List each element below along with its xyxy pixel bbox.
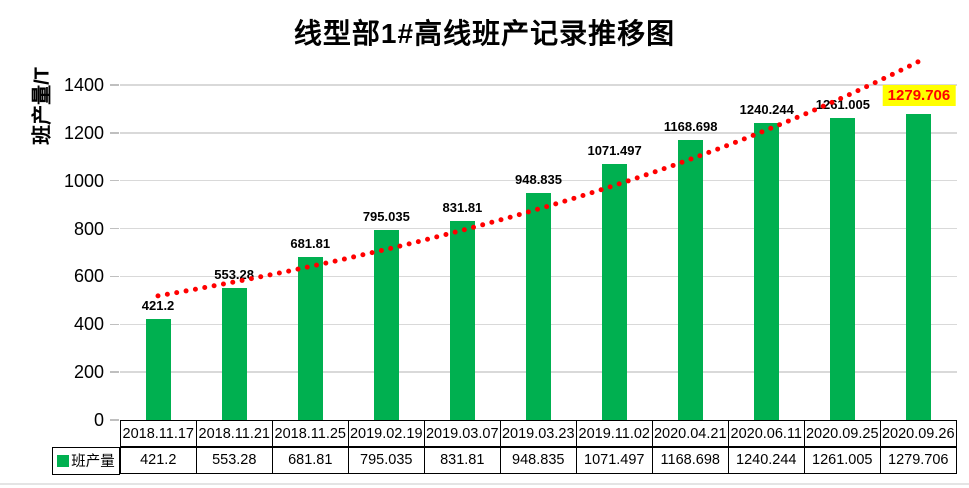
bar-value-label: 1279.706 bbox=[882, 84, 956, 106]
bar bbox=[449, 220, 475, 420]
table-value-cell: 681.81 bbox=[273, 447, 348, 473]
table-date-cell: 2018.11.17 bbox=[121, 421, 196, 446]
bar-value-label: 681.81 bbox=[290, 235, 331, 251]
y-tick-label: 600 bbox=[73, 266, 104, 287]
y-tick-mark bbox=[110, 179, 119, 182]
bar-value-label: 1071.497 bbox=[587, 142, 642, 158]
bar-value-label: 948.835 bbox=[515, 171, 562, 187]
y-tick-label: 1400 bbox=[63, 74, 104, 95]
bar-value-label: 421.2 bbox=[141, 298, 175, 314]
table-value-cell: 1279.706 bbox=[881, 447, 956, 473]
table-date-cell: 2019.02.19 bbox=[349, 421, 424, 446]
bar-value-label: 831.81 bbox=[442, 199, 483, 215]
gridline bbox=[120, 179, 957, 182]
table-value-cell: 1261.005 bbox=[805, 447, 880, 473]
y-tick-mark bbox=[110, 227, 119, 230]
legend-swatch-icon bbox=[57, 454, 70, 467]
y-tick-mark bbox=[110, 275, 119, 278]
table-value-cell: 1071.497 bbox=[577, 447, 652, 473]
bar bbox=[297, 256, 323, 420]
table-date-cell: 2020.04.21 bbox=[653, 421, 728, 446]
y-tick-label: 1200 bbox=[63, 122, 104, 143]
table-value-cell: 1240.244 bbox=[729, 447, 804, 473]
bar bbox=[906, 113, 932, 420]
chart-title: 线型部1#高线班产记录推移图 bbox=[293, 18, 676, 49]
table-date-cell: 2020.09.26 bbox=[881, 421, 956, 446]
y-tick-mark bbox=[110, 84, 119, 86]
y-tick-label: 0 bbox=[93, 410, 104, 430]
table-date-cell: 2019.03.07 bbox=[425, 421, 500, 446]
trendline bbox=[155, 58, 922, 299]
table-value-cell: 421.2 bbox=[121, 447, 196, 473]
table-value-cell: 948.835 bbox=[501, 447, 576, 473]
bar bbox=[526, 192, 551, 420]
y-tick-mark bbox=[110, 371, 119, 373]
bar-value-label: 1240.244 bbox=[739, 102, 794, 118]
window-edge-line bbox=[0, 483, 969, 485]
bar bbox=[830, 118, 856, 420]
gridline bbox=[120, 132, 957, 134]
bar bbox=[373, 229, 399, 420]
table-value-cell: 795.035 bbox=[349, 447, 424, 473]
y-tick-label: 800 bbox=[73, 218, 104, 239]
table-date-cell: 2018.11.21 bbox=[197, 421, 272, 446]
y-tick-mark bbox=[110, 419, 119, 421]
table-value-cell: 1168.698 bbox=[653, 447, 728, 473]
gridline bbox=[120, 84, 957, 86]
table-date-cell: 2019.03.23 bbox=[501, 421, 576, 446]
bar-value-label: 1168.698 bbox=[663, 119, 718, 135]
legend-label: 班产量 bbox=[71, 454, 115, 470]
bar-value-label: 553.28 bbox=[214, 266, 255, 282]
y-tick-mark bbox=[110, 132, 119, 134]
table-date-cell: 2020.06.11 bbox=[729, 421, 804, 446]
table-date-cell: 2020.09.25 bbox=[805, 421, 880, 446]
y-tick-mark bbox=[110, 323, 119, 326]
data-table: 2018.11.17 2018.11.21 2018.11.25 2019.02.19… bbox=[120, 420, 957, 474]
table-date-cell: 2019.11.02 bbox=[577, 421, 652, 446]
bar-value-label: 1261.005 bbox=[815, 97, 870, 113]
bar bbox=[602, 163, 628, 420]
table-value-cell: 553.28 bbox=[197, 447, 272, 473]
bar bbox=[145, 319, 171, 420]
table-date-cell: 2018.11.25 bbox=[273, 421, 348, 446]
y-tick-label: 1000 bbox=[63, 170, 104, 191]
y-tick-label: 200 bbox=[73, 362, 104, 383]
bar bbox=[754, 123, 780, 420]
plot-area: 421.2 553.28 681.81 795.035 831.81 948.835 107… bbox=[120, 58, 957, 420]
table-value-cell: 831.81 bbox=[425, 447, 500, 473]
legend-cell: 班产量 bbox=[52, 446, 120, 475]
trendline-path bbox=[155, 58, 922, 299]
y-tick-label: 400 bbox=[73, 314, 104, 335]
bar bbox=[221, 287, 247, 420]
bar-value-label: 795.035 bbox=[362, 208, 410, 224]
bar bbox=[678, 140, 704, 420]
